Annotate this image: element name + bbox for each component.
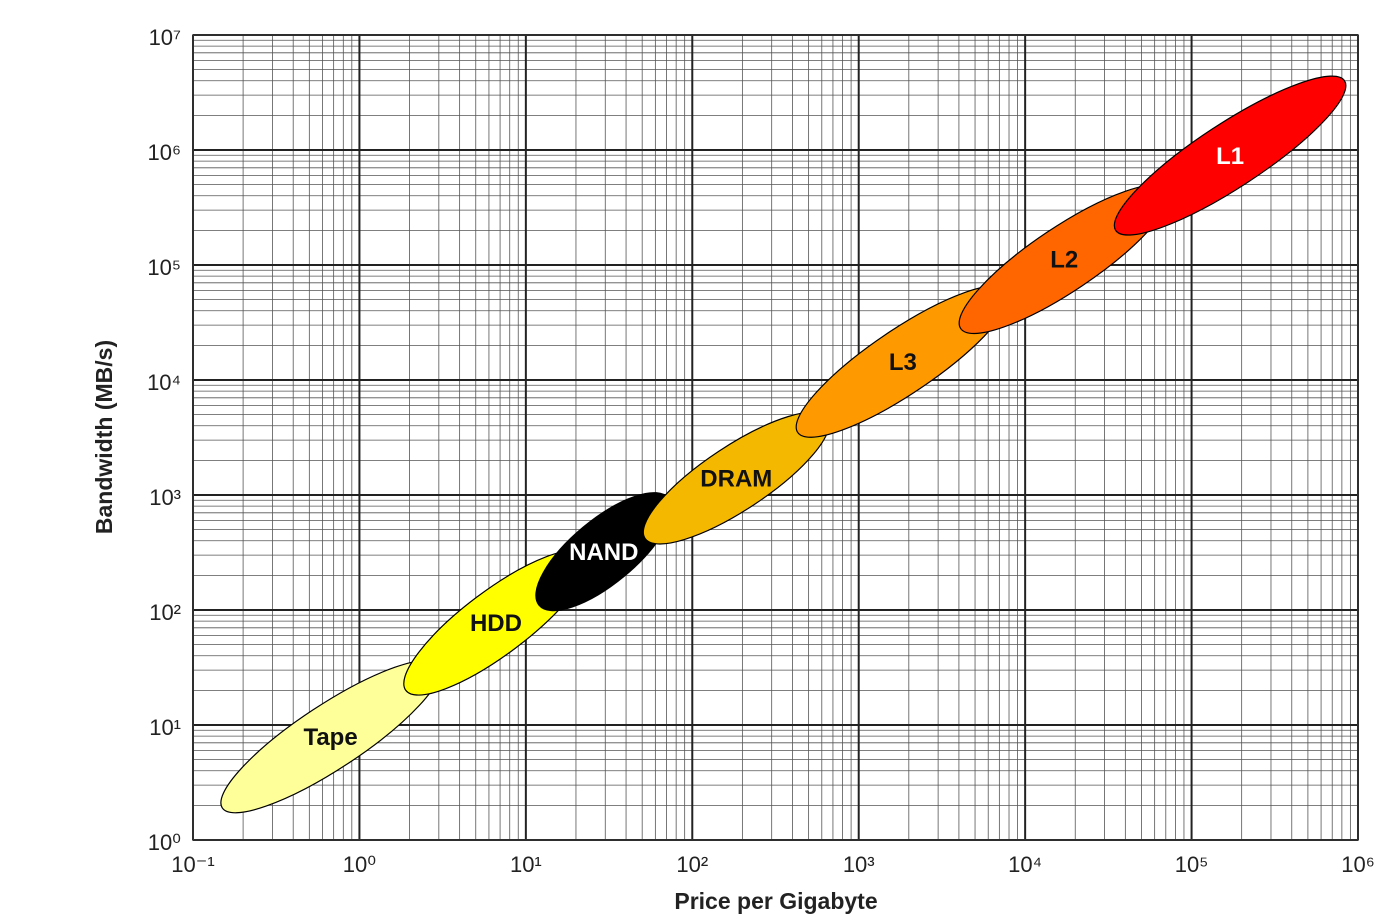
y-tick-label: 10¹: [149, 715, 181, 740]
x-tick-label: 10⁶: [1341, 852, 1375, 877]
y-tick-label: 10⁷: [149, 25, 181, 50]
y-tick-label: 10⁶: [147, 140, 181, 165]
chart: Price per Gigabyte Bandwidth (MB/s) 10⁻¹…: [0, 0, 1388, 924]
x-tick-label: 10²: [676, 852, 708, 877]
region-label: DRAM: [700, 465, 772, 492]
y-axis-title: Bandwidth (MB/s): [91, 340, 117, 534]
region-label: L1: [1216, 143, 1244, 170]
region-label: NAND: [569, 539, 638, 566]
x-tick-label: 10⁰: [343, 852, 376, 877]
x-tick-label: 10¹: [510, 852, 542, 877]
region-label: Tape: [303, 724, 357, 751]
x-tick-label: 10³: [843, 852, 875, 877]
y-tick-label: 10⁰: [148, 830, 181, 855]
region-label: L2: [1050, 247, 1078, 274]
region-label: L3: [889, 349, 917, 376]
y-tick-label: 10⁵: [147, 255, 181, 280]
y-tick-label: 10³: [149, 485, 181, 510]
y-tick-label: 10²: [149, 600, 181, 625]
region-label: HDD: [470, 610, 522, 637]
x-tick-label: 10⁻¹: [171, 852, 214, 877]
x-axis-title: Price per Gigabyte: [674, 888, 877, 914]
x-tick-label: 10⁴: [1008, 852, 1042, 877]
y-tick-label: 10⁴: [147, 370, 181, 395]
x-tick-label: 10⁵: [1175, 852, 1209, 877]
